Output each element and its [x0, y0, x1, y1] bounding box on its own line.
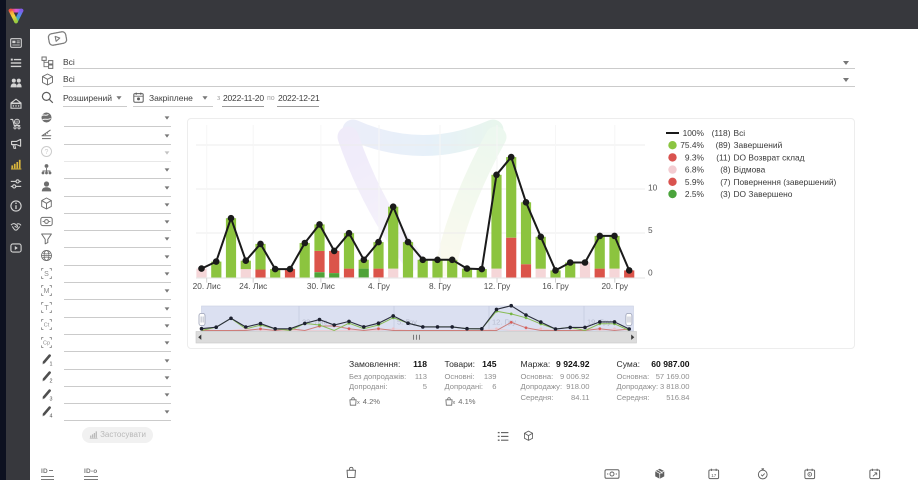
svg-text:12. Гру: 12. Гру — [484, 281, 511, 291]
svg-text:M: M — [44, 288, 50, 295]
svg-text:(89): (89) — [716, 140, 731, 150]
svg-text:Cp: Cp — [43, 340, 50, 346]
svg-text:1: 1 — [50, 361, 53, 366]
svg-text:24. Лис: 24. Лис — [239, 281, 267, 291]
svg-text:DO Завершено: DO Завершено — [734, 189, 793, 199]
svg-text:DO Возврат склад: DO Возврат склад — [734, 152, 805, 162]
svg-text:?: ? — [45, 149, 49, 156]
svg-text:(7): (7) — [720, 177, 730, 187]
svg-text:T: T — [44, 305, 49, 312]
svg-text:6.8%: 6.8% — [685, 165, 705, 175]
svg-text:Повернення (завершений): Повернення (завершений) — [734, 177, 837, 187]
svg-text:0: 0 — [648, 268, 653, 278]
svg-text:3: 3 — [50, 396, 53, 401]
svg-text:20. Лис: 20. Лис — [193, 281, 221, 291]
svg-text:4: 4 — [50, 413, 53, 418]
svg-text:S: S — [44, 270, 49, 277]
svg-text:20. Гру: 20. Гру — [602, 281, 629, 291]
svg-text:5: 5 — [648, 225, 653, 235]
svg-text:28. Лис: 28. Лис — [302, 318, 328, 327]
svg-text:Ct: Ct — [44, 323, 50, 329]
svg-text:100%: 100% — [683, 128, 705, 138]
svg-text:@: @ — [15, 119, 19, 124]
svg-text:2.5%: 2.5% — [685, 189, 705, 199]
svg-text:5.9%: 5.9% — [685, 177, 705, 187]
svg-text:8. Гру: 8. Гру — [429, 281, 452, 291]
svg-text:10: 10 — [648, 183, 658, 193]
svg-text:(118): (118) — [712, 128, 731, 138]
svg-text:16. Гру: 16. Гру — [542, 281, 569, 291]
svg-text:4. Гру: 4. Гру — [368, 281, 391, 291]
svg-text:17: 17 — [711, 473, 717, 478]
svg-text:30. Лис: 30. Лис — [307, 281, 335, 291]
svg-text:(3): (3) — [720, 189, 730, 199]
svg-text:(11): (11) — [716, 152, 730, 162]
svg-text:(8): (8) — [720, 165, 730, 175]
svg-text:Всі: Всі — [734, 128, 746, 138]
svg-text:Завершений: Завершений — [734, 140, 783, 150]
svg-text:Відмова: Відмова — [734, 165, 766, 175]
svg-text:9.3%: 9.3% — [685, 152, 705, 162]
svg-text:12. Гру: 12. Гру — [492, 318, 516, 327]
svg-text:75.4%: 75.4% — [680, 140, 704, 150]
svg-text:2: 2 — [50, 379, 53, 384]
